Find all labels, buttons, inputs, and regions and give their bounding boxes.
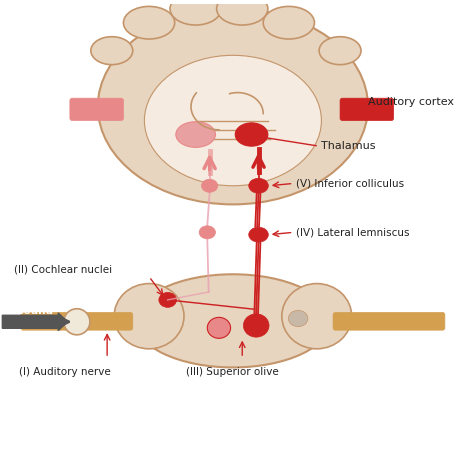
Ellipse shape	[91, 36, 133, 64]
Circle shape	[64, 309, 90, 335]
FancyArrow shape	[2, 313, 68, 331]
Ellipse shape	[249, 178, 268, 193]
Text: (IV) Lateral lemniscus: (IV) Lateral lemniscus	[296, 228, 410, 237]
FancyBboxPatch shape	[333, 312, 445, 330]
Ellipse shape	[263, 7, 314, 39]
Ellipse shape	[123, 7, 175, 39]
Text: Sound: Sound	[16, 306, 53, 316]
Text: (V) Inferior colliculus: (V) Inferior colliculus	[296, 178, 404, 189]
Ellipse shape	[207, 318, 230, 338]
Ellipse shape	[176, 122, 216, 147]
Ellipse shape	[217, 0, 268, 25]
Ellipse shape	[170, 0, 221, 25]
Ellipse shape	[114, 283, 184, 349]
Ellipse shape	[319, 36, 361, 64]
FancyBboxPatch shape	[21, 312, 133, 330]
Ellipse shape	[288, 310, 308, 327]
Ellipse shape	[201, 179, 218, 192]
Ellipse shape	[98, 9, 368, 204]
Ellipse shape	[199, 226, 216, 239]
Text: (II) Cochlear nuclei: (II) Cochlear nuclei	[14, 264, 112, 274]
Ellipse shape	[235, 123, 268, 146]
FancyBboxPatch shape	[70, 98, 123, 120]
Ellipse shape	[135, 274, 331, 367]
Ellipse shape	[145, 55, 321, 186]
Ellipse shape	[243, 314, 269, 337]
Ellipse shape	[282, 283, 352, 349]
Text: Thalamus: Thalamus	[321, 141, 376, 151]
Ellipse shape	[249, 227, 268, 242]
FancyBboxPatch shape	[340, 98, 393, 120]
Ellipse shape	[159, 292, 176, 307]
Text: Auditory cortex: Auditory cortex	[368, 97, 454, 107]
Text: (III) Superior olive: (III) Superior olive	[186, 367, 279, 377]
Text: (I) Auditory nerve: (I) Auditory nerve	[18, 367, 110, 377]
